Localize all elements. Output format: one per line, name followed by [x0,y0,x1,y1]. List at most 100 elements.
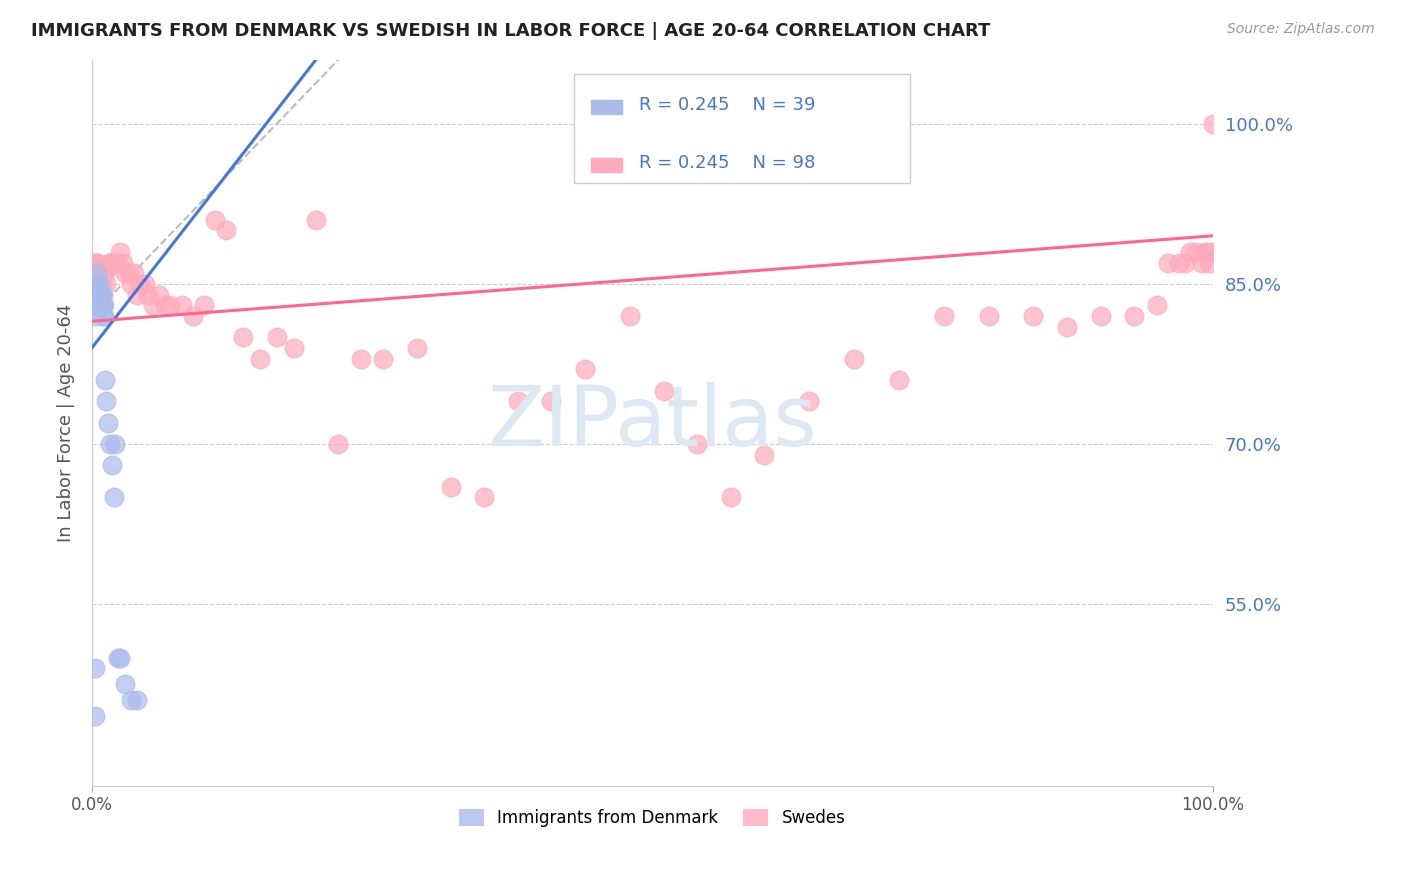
Text: Source: ZipAtlas.com: Source: ZipAtlas.com [1227,22,1375,37]
Text: R = 0.245    N = 39: R = 0.245 N = 39 [638,96,815,114]
Point [328,437,350,451]
Point [94,266,117,280]
Point [86,287,108,301]
Point [540,394,562,409]
Point [125,287,148,301]
Point [1123,309,1146,323]
Point [86,277,108,291]
Point [91,266,114,280]
Point [1191,255,1213,269]
Point [153,298,176,312]
Point [305,212,328,227]
Point [932,309,955,323]
Point [472,491,495,505]
Point [193,298,215,312]
Point [118,266,141,280]
Point [89,266,111,280]
Point [439,480,461,494]
Point [84,293,107,307]
Point [108,650,131,665]
Point [91,287,114,301]
Point [84,282,107,296]
Point [112,255,135,269]
Point [97,255,120,269]
Point [170,298,193,312]
Point [1146,298,1168,312]
Point [105,255,128,269]
Point [574,362,596,376]
Point [108,244,131,259]
Point [107,650,129,665]
Point [86,309,108,323]
Point [86,255,108,269]
Point [90,287,112,301]
FancyBboxPatch shape [574,74,910,183]
Point [93,266,115,280]
Point [96,416,118,430]
Point [249,351,271,366]
Point [96,277,118,291]
Point [120,277,142,291]
Point [1056,319,1078,334]
Point [91,298,114,312]
Point [148,287,170,301]
Point [283,341,305,355]
Point [86,277,108,291]
Point [350,351,373,366]
Point [1174,255,1197,269]
Point [89,287,111,301]
Point [91,277,114,291]
Point [84,661,107,675]
Point [91,309,114,323]
Point [84,709,107,723]
Point [181,309,204,323]
Point [114,677,136,691]
Point [134,277,156,291]
Point [89,298,111,312]
Point [87,277,110,291]
Point [87,287,110,301]
Point [506,394,529,409]
Point [1180,244,1202,259]
Point [1202,117,1225,131]
Point [96,394,118,409]
Point [1194,244,1216,259]
Point [101,255,124,269]
Point [142,298,165,312]
Point [86,287,108,301]
Point [266,330,288,344]
Point [98,255,121,269]
Point [799,394,821,409]
Point [86,266,108,280]
Text: IMMIGRANTS FROM DENMARK VS SWEDISH IN LABOR FORCE | AGE 20-64 CORRELATION CHART: IMMIGRANTS FROM DENMARK VS SWEDISH IN LA… [31,22,990,40]
Point [90,287,112,301]
Point [93,309,115,323]
Point [887,373,910,387]
Text: ZIPatlas: ZIPatlas [488,382,817,463]
Point [1197,244,1219,259]
Point [159,298,181,312]
Point [686,437,709,451]
Point [86,266,108,280]
Y-axis label: In Labor Force | Age 20-64: In Labor Force | Age 20-64 [58,303,75,541]
Point [104,437,127,451]
Point [93,298,115,312]
Legend: Immigrants from Denmark, Swedes: Immigrants from Denmark, Swedes [451,801,853,836]
Point [977,309,1000,323]
Point [125,693,148,707]
Point [1022,309,1045,323]
Point [98,437,121,451]
Point [232,330,254,344]
Point [1198,255,1220,269]
Point [373,351,395,366]
Point [94,373,117,387]
Point [406,341,429,355]
Point [204,212,226,227]
Point [87,298,110,312]
Point [86,298,108,312]
Bar [591,100,621,114]
Text: R = 0.245    N = 98: R = 0.245 N = 98 [638,154,815,172]
Point [1201,244,1223,259]
Point [215,223,238,237]
Bar [591,158,621,172]
